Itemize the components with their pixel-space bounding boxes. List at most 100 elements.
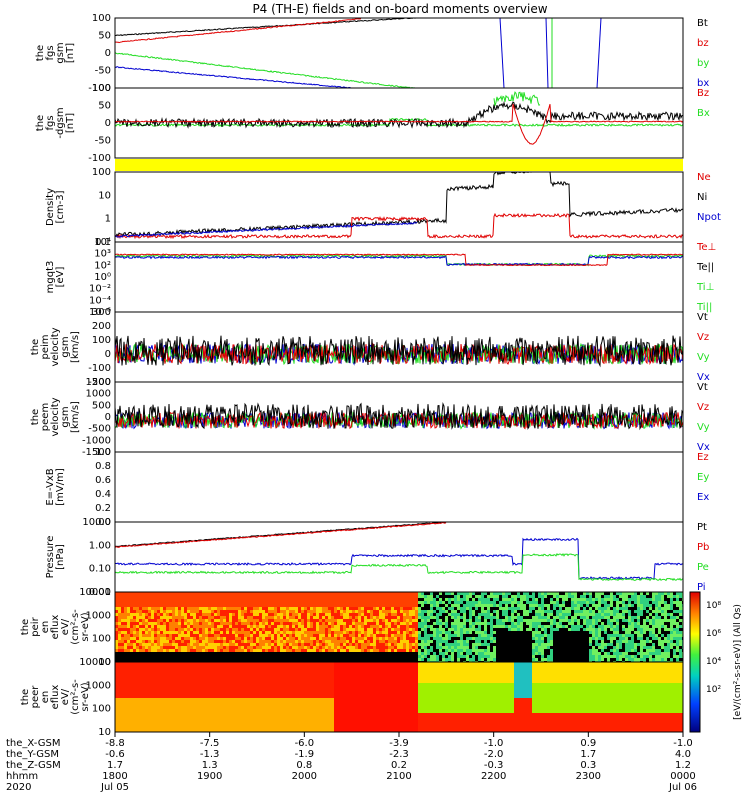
spectro-cell: [223, 616, 226, 619]
spectro-cell: [196, 592, 199, 595]
spectro-cell: [121, 665, 124, 668]
spectro-cell: [160, 607, 163, 610]
spectro-cell: [679, 646, 682, 649]
spectro-cell: [670, 628, 673, 631]
spectro-cell: [157, 604, 160, 607]
spectro-cell: [628, 592, 631, 595]
spectro-cell: [160, 613, 163, 616]
spectro-cell: [424, 604, 427, 607]
spectro-cell: [565, 616, 568, 619]
spectro-cell: [292, 628, 295, 631]
spectro-cell: [310, 604, 313, 607]
spectro-cell: [415, 655, 418, 658]
legend-entry: Ti⊥: [696, 282, 714, 293]
spectro-cell: [544, 607, 547, 610]
spectro-cell: [619, 631, 622, 634]
spectro-cell: [250, 628, 253, 631]
spectro-cell: [211, 598, 214, 601]
spectro-cell: [142, 655, 145, 658]
spectro-cell: [184, 610, 187, 613]
spectro-cell: [208, 601, 211, 604]
spectro-cell: [358, 655, 361, 658]
spectro-cell: [118, 680, 121, 683]
spectro-cell: [436, 616, 439, 619]
spectro-cell: [514, 649, 517, 652]
spectro-cell: [427, 628, 430, 631]
spectro-cell: [625, 622, 628, 625]
spectro-cell: [217, 655, 220, 658]
spectro-cell: [589, 607, 592, 610]
spectro-cell: [334, 628, 337, 631]
spectro-cell: [283, 622, 286, 625]
spectro-cell: [346, 634, 349, 637]
spectro-cell: [133, 662, 136, 665]
spectro-cell: [331, 646, 334, 649]
spectro-cell: [628, 649, 631, 652]
spectro-cell: [598, 610, 601, 613]
spectro-cell: [565, 601, 568, 604]
spectro-cell: [646, 604, 649, 607]
spectro-cell: [415, 646, 418, 649]
spectro-cell: [124, 610, 127, 613]
spectro-cell: [673, 637, 676, 640]
spectro-cell: [118, 592, 121, 595]
spectro-cell: [601, 598, 604, 601]
y-tick-label: 0.8: [95, 461, 111, 472]
spectro-cell: [499, 649, 502, 652]
legend-entry: Vy: [697, 422, 710, 433]
spectro-cell: [385, 601, 388, 604]
spectro-cell: [175, 631, 178, 634]
spectro-cell: [649, 613, 652, 616]
spectro-cell: [460, 649, 463, 652]
y-tick-label: 200: [92, 321, 111, 332]
spectro-cell: [535, 619, 538, 622]
spectro-cell: [322, 616, 325, 619]
spectro-cell: [277, 619, 280, 622]
spectro-cell: [382, 646, 385, 649]
spectro-cell: [127, 698, 130, 701]
spectro-cell: [259, 622, 262, 625]
spectro-cell: [328, 622, 331, 625]
spectro-cell: [514, 598, 517, 601]
spectro-cell: [184, 658, 187, 661]
spectro-cell: [133, 631, 136, 634]
spectro-cell: [337, 592, 340, 595]
y-axis-label: Density[cm-3]: [45, 188, 66, 226]
spectro-cell: [457, 598, 460, 601]
spectro-cell: [283, 634, 286, 637]
spectro-cell: [658, 619, 661, 622]
spectro-cell: [385, 616, 388, 619]
spectro-cell: [148, 604, 151, 607]
spectro-cell: [310, 649, 313, 652]
spectro-cell: [361, 634, 364, 637]
spectro-cell: [472, 631, 475, 634]
spectro-cell: [433, 595, 436, 598]
spectro-cell: [139, 698, 142, 701]
spectro-cell: [469, 625, 472, 628]
spectro-cell: [409, 628, 412, 631]
spectro-cell: [661, 652, 664, 655]
spectro-cell: [193, 658, 196, 661]
spectro-cell: [673, 595, 676, 598]
spectro-cell: [544, 628, 547, 631]
spectro-cell: [622, 628, 625, 631]
spectro-cell: [358, 601, 361, 604]
spectro-cell: [304, 640, 307, 643]
spectro-cell: [631, 637, 634, 640]
spectro-cell: [124, 634, 127, 637]
spectro-cell: [385, 628, 388, 631]
spectro-cell: [301, 634, 304, 637]
spectro-cell: [319, 613, 322, 616]
spectro-cell: [328, 637, 331, 640]
spectro-cell: [502, 640, 505, 643]
spectro-cell: [202, 658, 205, 661]
spectro-cell: [199, 598, 202, 601]
spectro-cell: [607, 625, 610, 628]
spectro-cell: [271, 634, 274, 637]
spectro-cell: [361, 607, 364, 610]
spectro-cell: [601, 649, 604, 652]
y-tick-label: 100: [92, 167, 111, 178]
spectro-cell: [115, 680, 118, 683]
spectro-cell: [307, 598, 310, 601]
spectro-cell: [253, 610, 256, 613]
